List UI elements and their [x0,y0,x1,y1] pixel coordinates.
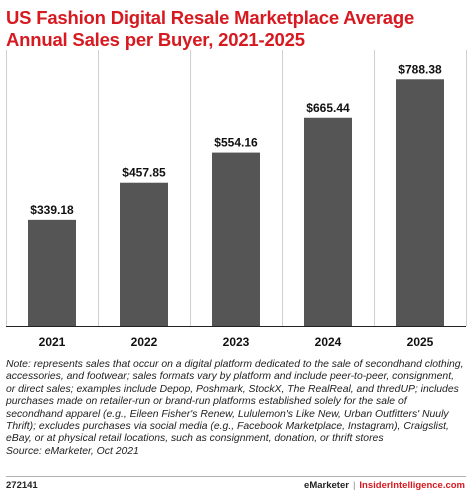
data-label-2024: $665.44 [306,101,350,115]
note-text: Note: represents sales that occur on a d… [6,359,464,445]
bar-chart: $339.18 2021 $457.85 2022 $554.16 2023 $665.44… [6,50,467,349]
brand-separator: | [352,480,356,491]
brand-name: eMarketer [304,480,349,491]
data-label-2022: $457.85 [122,166,166,180]
bar-2023 [212,152,260,326]
footer-brand: eMarketer | InsiderIntelligence.com [304,480,465,491]
bar-2021 [28,219,76,326]
chart-title: US Fashion Digital Resale Marketplace Av… [6,7,415,50]
footer-divider [6,476,466,477]
site-link[interactable]: InsiderIntelligence.com [359,480,465,491]
bar-2022 [120,182,168,326]
x-tick-2023: 2023 [223,335,250,349]
bar-2025 [396,79,444,326]
source-text: Source: eMarketer, Oct 2021 [6,445,139,457]
x-tick-2024: 2024 [315,335,342,349]
chart-note: Note: represents sales that occur on a d… [6,359,466,458]
data-label-2023: $554.16 [214,136,258,150]
data-label-2025: $788.38 [398,62,442,76]
x-tick-2022: 2022 [131,335,158,349]
data-label-2021: $339.18 [30,203,74,217]
chart-id: 272141 [6,480,38,491]
x-tick-2021: 2021 [39,335,66,349]
bar-2024 [304,117,352,326]
x-tick-2025: 2025 [407,335,434,349]
